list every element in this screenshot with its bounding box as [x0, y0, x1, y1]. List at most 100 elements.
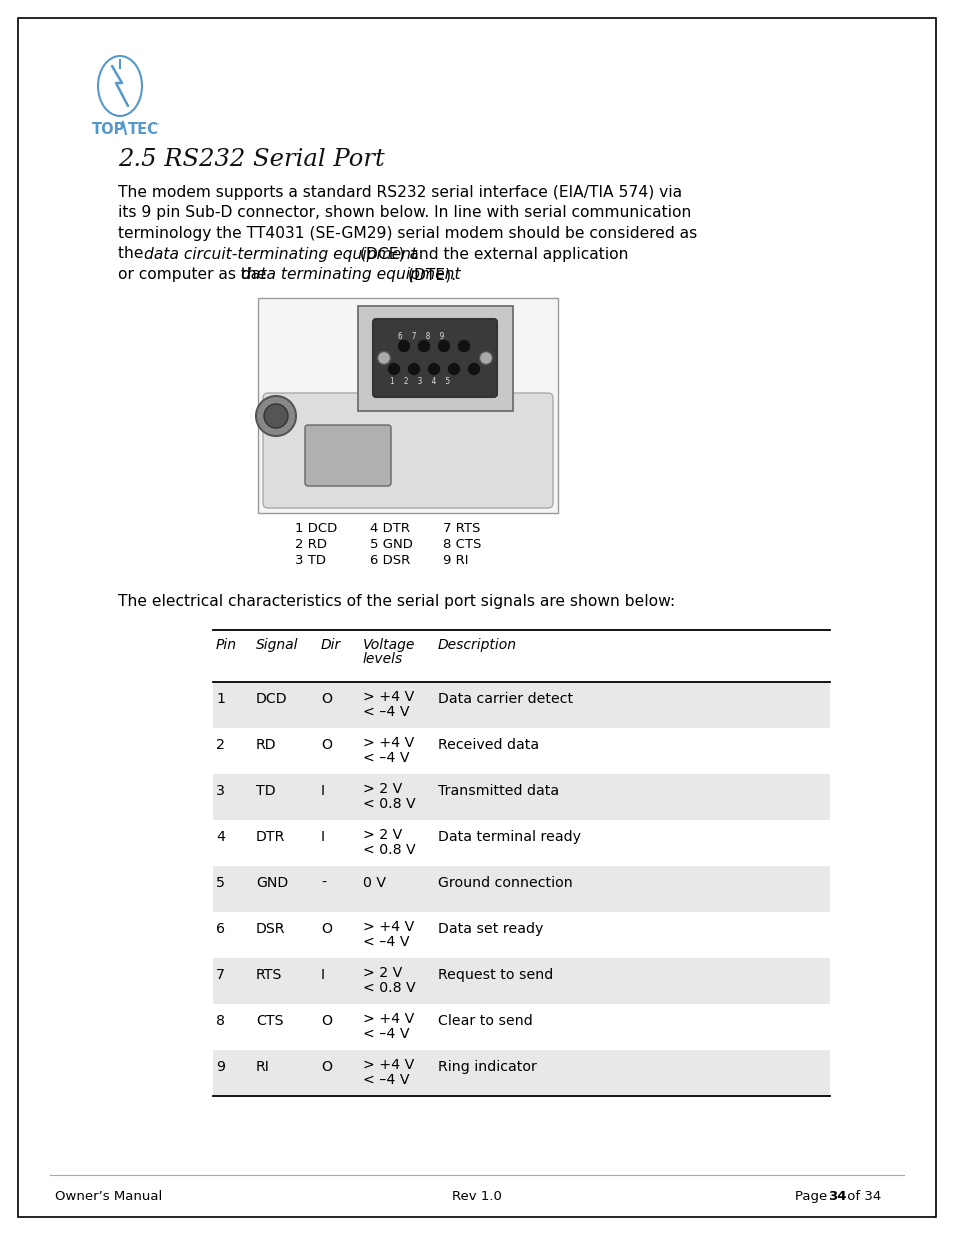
Text: I: I: [320, 968, 325, 982]
Ellipse shape: [264, 404, 288, 429]
Bar: [213, 682, 829, 727]
Ellipse shape: [458, 341, 469, 352]
Text: > +4 V: > +4 V: [363, 1011, 414, 1026]
Bar: [213, 958, 829, 1004]
Text: RI: RI: [255, 1060, 270, 1074]
Text: 3 TD: 3 TD: [294, 555, 326, 567]
Text: < –4 V: < –4 V: [363, 1073, 409, 1087]
Text: 1: 1: [215, 692, 225, 706]
Text: or computer as the: or computer as the: [118, 267, 271, 282]
Text: 8: 8: [215, 1014, 225, 1028]
Bar: [213, 866, 829, 911]
FancyBboxPatch shape: [373, 319, 497, 396]
Text: 1 DCD: 1 DCD: [294, 522, 337, 535]
Bar: [213, 1050, 829, 1095]
Text: data terminating equipment: data terminating equipment: [241, 267, 460, 282]
Text: 4: 4: [215, 830, 225, 844]
Text: Signal: Signal: [255, 638, 298, 652]
Ellipse shape: [418, 341, 429, 352]
Text: TOP: TOP: [91, 122, 125, 137]
Text: The electrical characteristics of the serial port signals are shown below:: The electrical characteristics of the se…: [118, 594, 675, 609]
Ellipse shape: [398, 341, 409, 352]
Text: TEC: TEC: [128, 122, 159, 137]
Text: data circuit-terminating equipment: data circuit-terminating equipment: [144, 247, 416, 262]
Text: CTS: CTS: [255, 1014, 283, 1028]
Ellipse shape: [408, 363, 419, 374]
Ellipse shape: [468, 363, 479, 374]
Text: > +4 V: > +4 V: [363, 1058, 414, 1072]
Text: < 0.8 V: < 0.8 V: [363, 981, 416, 995]
Text: 9 RI: 9 RI: [442, 555, 468, 567]
Ellipse shape: [377, 352, 390, 364]
FancyBboxPatch shape: [263, 393, 553, 508]
Bar: [257, 298, 558, 513]
Text: O: O: [320, 692, 332, 706]
Text: DTR: DTR: [255, 830, 285, 844]
Text: Transmitted data: Transmitted data: [437, 784, 558, 798]
Ellipse shape: [428, 363, 439, 374]
Bar: [357, 306, 513, 411]
Text: 2.5 RS232 Serial Port: 2.5 RS232 Serial Port: [118, 148, 384, 170]
Ellipse shape: [388, 363, 399, 374]
Text: DSR: DSR: [255, 923, 285, 936]
Text: < –4 V: < –4 V: [363, 705, 409, 719]
Text: Rev 1.0: Rev 1.0: [452, 1191, 501, 1203]
Text: 3: 3: [215, 784, 225, 798]
Text: O: O: [320, 739, 332, 752]
Text: 1  2  3  4  5: 1 2 3 4 5: [390, 377, 450, 387]
Text: Description: Description: [437, 638, 517, 652]
Text: > +4 V: > +4 V: [363, 690, 414, 704]
Text: (DTE).: (DTE).: [402, 267, 456, 282]
Text: > +4 V: > +4 V: [363, 736, 414, 750]
Text: < –4 V: < –4 V: [363, 1028, 409, 1041]
Ellipse shape: [479, 352, 492, 364]
Text: > 2 V: > 2 V: [363, 966, 402, 981]
Text: levels: levels: [363, 652, 403, 666]
Text: ™: ™: [152, 122, 160, 131]
Text: GND: GND: [255, 876, 288, 890]
Ellipse shape: [438, 341, 449, 352]
Text: I: I: [320, 830, 325, 844]
Text: the: the: [118, 247, 149, 262]
Text: RD: RD: [255, 739, 276, 752]
Text: Ring indicator: Ring indicator: [437, 1060, 537, 1074]
Text: 6 DSR: 6 DSR: [370, 555, 410, 567]
Text: 2 RD: 2 RD: [294, 538, 327, 551]
Text: of 34: of 34: [842, 1191, 881, 1203]
Text: 0 V: 0 V: [363, 876, 386, 890]
Text: The modem supports a standard RS232 serial interface (EIA/TIA 574) via: The modem supports a standard RS232 seri…: [118, 185, 681, 200]
Text: terminology the TT4031 (SE-GM29) serial modem should be considered as: terminology the TT4031 (SE-GM29) serial …: [118, 226, 697, 241]
Text: < 0.8 V: < 0.8 V: [363, 797, 416, 811]
Text: Data terminal ready: Data terminal ready: [437, 830, 580, 844]
Text: < 0.8 V: < 0.8 V: [363, 844, 416, 857]
Text: 6  7  8  9: 6 7 8 9: [397, 332, 444, 341]
FancyBboxPatch shape: [305, 425, 391, 487]
Text: 5: 5: [215, 876, 225, 890]
Text: -: -: [320, 876, 326, 890]
Text: O: O: [320, 1060, 332, 1074]
Text: its 9 pin Sub-D connector, shown below. In line with serial communication: its 9 pin Sub-D connector, shown below. …: [118, 205, 691, 221]
Text: 8 CTS: 8 CTS: [442, 538, 481, 551]
Text: 7: 7: [215, 968, 225, 982]
Text: Request to send: Request to send: [437, 968, 553, 982]
Text: Clear to send: Clear to send: [437, 1014, 532, 1028]
Text: < –4 V: < –4 V: [363, 751, 409, 764]
Text: 2: 2: [215, 739, 225, 752]
Text: 4 DTR: 4 DTR: [370, 522, 410, 535]
Text: 34: 34: [827, 1191, 845, 1203]
Text: 5 GND: 5 GND: [370, 538, 413, 551]
Text: Dir: Dir: [320, 638, 341, 652]
Text: Received data: Received data: [437, 739, 538, 752]
Text: Ground connection: Ground connection: [437, 876, 572, 890]
Text: Voltage: Voltage: [363, 638, 415, 652]
Text: DCD: DCD: [255, 692, 287, 706]
Text: > 2 V: > 2 V: [363, 782, 402, 797]
Ellipse shape: [255, 396, 295, 436]
Text: Page: Page: [794, 1191, 831, 1203]
Text: 7 RTS: 7 RTS: [442, 522, 480, 535]
Ellipse shape: [448, 363, 459, 374]
Text: > +4 V: > +4 V: [363, 920, 414, 934]
Text: RTS: RTS: [255, 968, 282, 982]
Text: Owner’s Manual: Owner’s Manual: [55, 1191, 162, 1203]
Text: 9: 9: [215, 1060, 225, 1074]
